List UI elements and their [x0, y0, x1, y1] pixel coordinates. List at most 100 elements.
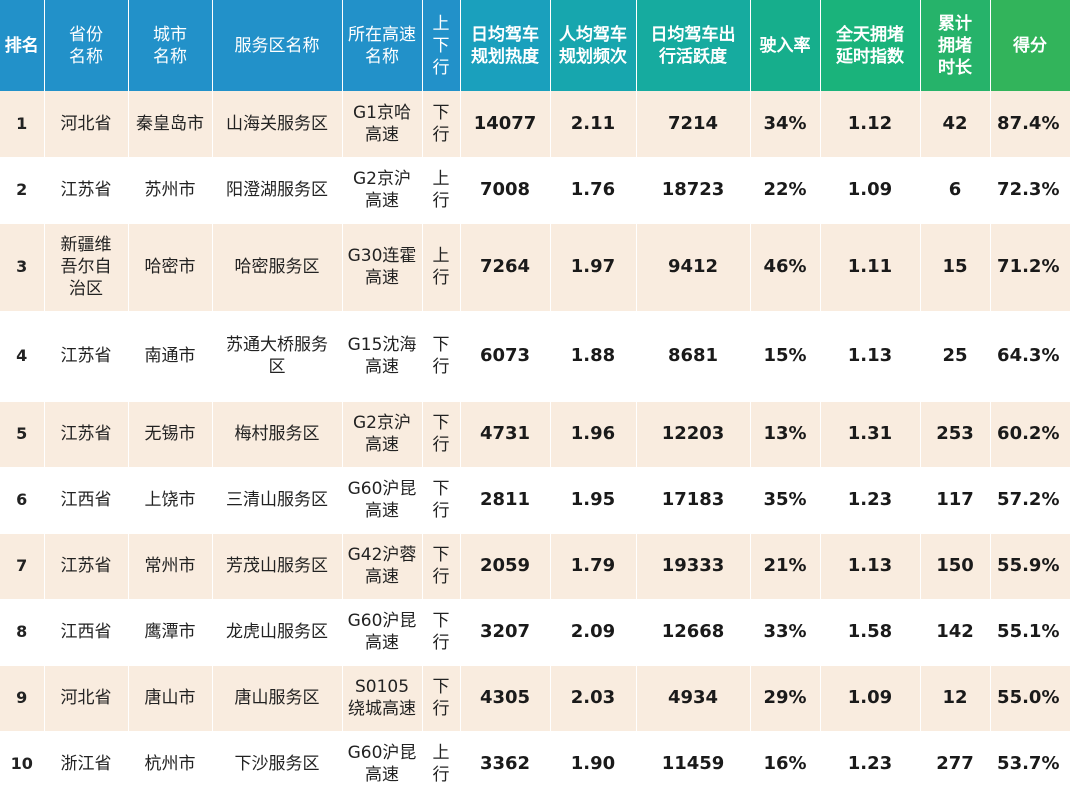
- jam-hours-cell: 15: [920, 223, 991, 312]
- activity-cell: 9412: [636, 223, 751, 312]
- header-plan-heat: 日均驾车规划热度: [460, 0, 551, 91]
- header-province: 省份名称: [44, 0, 129, 91]
- service-area-cell: 苏通大桥服务区: [212, 311, 343, 402]
- activity-cell: 19333: [636, 533, 751, 600]
- plan-freq-cell: 2.09: [550, 599, 637, 666]
- score-cell: 64.3%: [990, 311, 1070, 402]
- city-cell: 哈密市: [128, 223, 213, 312]
- highway-cell: G30连霍高速: [342, 223, 423, 312]
- city-cell: 唐山市: [128, 665, 213, 732]
- delay-index-cell: 1.13: [820, 311, 921, 402]
- activity-cell: 12668: [636, 599, 751, 666]
- service-area-cell: 梅村服务区: [212, 401, 343, 468]
- direction-cell: 下行: [422, 533, 461, 600]
- entry-rate-cell: 46%: [750, 223, 821, 312]
- table-row: 3 新疆维吾尔自治区 哈密市 哈密服务区 G30连霍高速 上行 7264 1.9…: [0, 223, 1070, 312]
- plan-heat-cell: 4731: [460, 401, 551, 468]
- direction-cell: 下行: [422, 401, 461, 468]
- jam-hours-cell: 117: [920, 467, 991, 534]
- score-cell: 87.4%: [990, 91, 1070, 158]
- plan-freq-cell: 1.97: [550, 223, 637, 312]
- rank-cell: 4: [0, 311, 45, 402]
- highway-cell: S0105绕城高速: [342, 665, 423, 732]
- plan-heat-cell: 4305: [460, 665, 551, 732]
- highway-cell: G60沪昆高速: [342, 599, 423, 666]
- rank-cell: 1: [0, 91, 45, 158]
- province-cell: 河北省: [44, 665, 129, 732]
- table-row: 4 江苏省 南通市 苏通大桥服务区 G15沈海高速 下行 6073 1.88 8…: [0, 311, 1070, 402]
- header-jam-hours: 累计拥堵时长: [920, 0, 991, 91]
- service-area-cell: 唐山服务区: [212, 665, 343, 732]
- province-cell: 江苏省: [44, 311, 129, 402]
- plan-freq-cell: 1.95: [550, 467, 637, 534]
- plan-heat-cell: 14077: [460, 91, 551, 158]
- entry-rate-cell: 34%: [750, 91, 821, 158]
- rank-cell: 9: [0, 665, 45, 732]
- score-cell: 55.0%: [990, 665, 1070, 732]
- delay-index-cell: 1.58: [820, 599, 921, 666]
- province-cell: 新疆维吾尔自治区: [44, 223, 129, 312]
- header-service-area: 服务区名称: [212, 0, 343, 91]
- header-delay-index: 全天拥堵延时指数: [820, 0, 921, 91]
- table-row: 6 江西省 上饶市 三清山服务区 G60沪昆高速 下行 2811 1.95 17…: [0, 467, 1070, 534]
- plan-heat-cell: 7008: [460, 157, 551, 224]
- jam-hours-cell: 253: [920, 401, 991, 468]
- highway-cell: G15沈海高速: [342, 311, 423, 402]
- delay-index-cell: 1.09: [820, 157, 921, 224]
- plan-freq-cell: 1.88: [550, 311, 637, 402]
- entry-rate-cell: 13%: [750, 401, 821, 468]
- header-direction: 上下行: [422, 0, 461, 91]
- jam-hours-cell: 12: [920, 665, 991, 732]
- service-area-cell: 哈密服务区: [212, 223, 343, 312]
- delay-index-cell: 1.09: [820, 665, 921, 732]
- delay-index-cell: 1.23: [820, 467, 921, 534]
- plan-freq-cell: 1.96: [550, 401, 637, 468]
- jam-hours-cell: 25: [920, 311, 991, 402]
- plan-freq-cell: 2.03: [550, 665, 637, 732]
- header-rank: 排名: [0, 0, 45, 91]
- table-row: 2 江苏省 苏州市 阳澄湖服务区 G2京沪高速 上行 7008 1.76 187…: [0, 157, 1070, 224]
- rank-cell: 3: [0, 223, 45, 312]
- plan-freq-cell: 1.79: [550, 533, 637, 600]
- direction-cell: 下行: [422, 311, 461, 402]
- header-score: 得分: [990, 0, 1070, 91]
- rank-cell: 2: [0, 157, 45, 224]
- service-area-cell: 阳澄湖服务区: [212, 157, 343, 224]
- delay-index-cell: 1.12: [820, 91, 921, 158]
- direction-cell: 上行: [422, 731, 461, 798]
- table-row: 7 江苏省 常州市 芳茂山服务区 G42沪蓉高速 下行 2059 1.79 19…: [0, 533, 1070, 600]
- highway-cell: G60沪昆高速: [342, 731, 423, 798]
- city-cell: 苏州市: [128, 157, 213, 224]
- direction-cell: 下行: [422, 91, 461, 158]
- jam-hours-cell: 6: [920, 157, 991, 224]
- jam-hours-cell: 277: [920, 731, 991, 798]
- city-cell: 鹰潭市: [128, 599, 213, 666]
- rank-cell: 5: [0, 401, 45, 468]
- entry-rate-cell: 33%: [750, 599, 821, 666]
- table-row: 5 江苏省 无锡市 梅村服务区 G2京沪高速 下行 4731 1.96 1220…: [0, 401, 1070, 468]
- header-row: 排名 省份名称 城市名称 服务区名称 所在高速名称 上下行 日均驾车规划热度 人…: [0, 0, 1070, 91]
- province-cell: 江苏省: [44, 401, 129, 468]
- score-cell: 60.2%: [990, 401, 1070, 468]
- service-area-cell: 三清山服务区: [212, 467, 343, 534]
- province-cell: 江苏省: [44, 157, 129, 224]
- direction-cell: 下行: [422, 599, 461, 666]
- province-cell: 江西省: [44, 599, 129, 666]
- highway-cell: G60沪昆高速: [342, 467, 423, 534]
- delay-index-cell: 1.13: [820, 533, 921, 600]
- plan-heat-cell: 3362: [460, 731, 551, 798]
- city-cell: 常州市: [128, 533, 213, 600]
- activity-cell: 8681: [636, 311, 751, 402]
- highway-cell: G42沪蓉高速: [342, 533, 423, 600]
- jam-hours-cell: 150: [920, 533, 991, 600]
- table-row: 8 江西省 鹰潭市 龙虎山服务区 G60沪昆高速 下行 3207 2.09 12…: [0, 599, 1070, 666]
- score-cell: 55.9%: [990, 533, 1070, 600]
- city-cell: 无锡市: [128, 401, 213, 468]
- score-cell: 71.2%: [990, 223, 1070, 312]
- city-cell: 南通市: [128, 311, 213, 402]
- plan-heat-cell: 2059: [460, 533, 551, 600]
- rank-cell: 8: [0, 599, 45, 666]
- entry-rate-cell: 29%: [750, 665, 821, 732]
- table-row: 9 河北省 唐山市 唐山服务区 S0105绕城高速 下行 4305 2.03 4…: [0, 665, 1070, 732]
